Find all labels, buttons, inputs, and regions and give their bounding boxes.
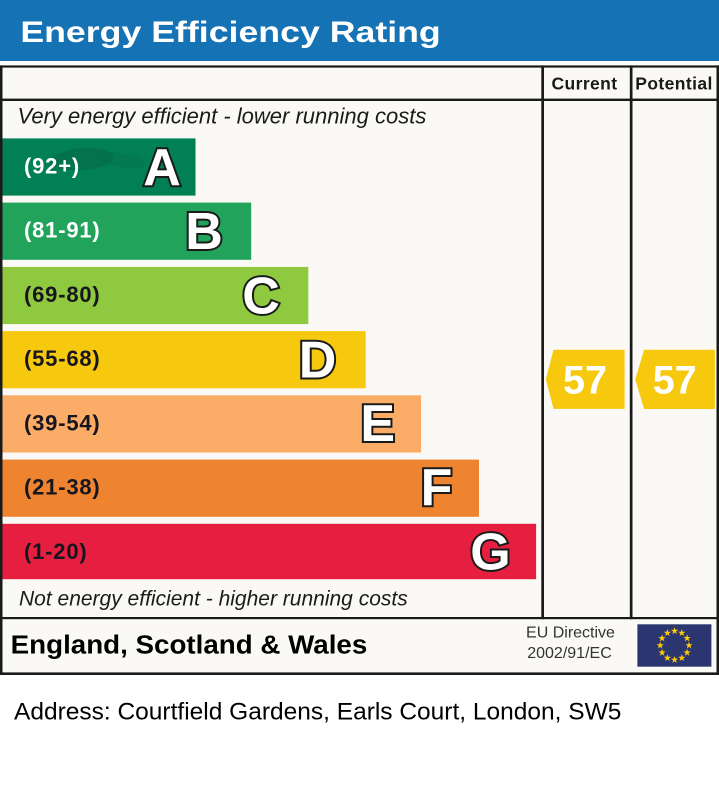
svg-text:(92+): (92+) xyxy=(24,154,80,179)
svg-text:57: 57 xyxy=(653,359,697,403)
svg-text:A: A xyxy=(143,139,181,197)
svg-text:England, Scotland & Wales: England, Scotland & Wales xyxy=(11,631,368,660)
svg-text:(39-54): (39-54) xyxy=(24,410,101,435)
svg-text:F: F xyxy=(421,459,453,517)
svg-text:Potential: Potential xyxy=(635,74,713,94)
svg-text:B: B xyxy=(185,203,223,261)
svg-text:EU Directive: EU Directive xyxy=(526,625,615,642)
svg-text:2002/91/EC: 2002/91/EC xyxy=(527,645,612,662)
svg-text:Not energy efficient - higher: Not energy efficient - higher running co… xyxy=(19,587,408,610)
svg-text:(81-91): (81-91) xyxy=(24,218,101,243)
svg-text:E: E xyxy=(360,395,395,453)
svg-text:(55-68): (55-68) xyxy=(24,346,101,371)
svg-text:Very energy efficient - lower: Very energy efficient - lower running co… xyxy=(18,104,427,129)
svg-text:Energy Efficiency Rating: Energy Efficiency Rating xyxy=(20,15,440,48)
svg-text:(21-38): (21-38) xyxy=(24,475,101,500)
svg-text:D: D xyxy=(299,332,337,390)
svg-text:(69-80): (69-80) xyxy=(24,282,101,307)
svg-text:57: 57 xyxy=(563,359,607,403)
svg-text:C: C xyxy=(242,267,280,325)
svg-text:(1-20): (1-20) xyxy=(24,539,88,564)
svg-text:Current: Current xyxy=(552,74,618,94)
svg-text:G: G xyxy=(470,524,510,582)
svg-text:Address: Courtfield Gardens, E: Address: Courtfield Gardens, Earls Court… xyxy=(14,698,621,725)
